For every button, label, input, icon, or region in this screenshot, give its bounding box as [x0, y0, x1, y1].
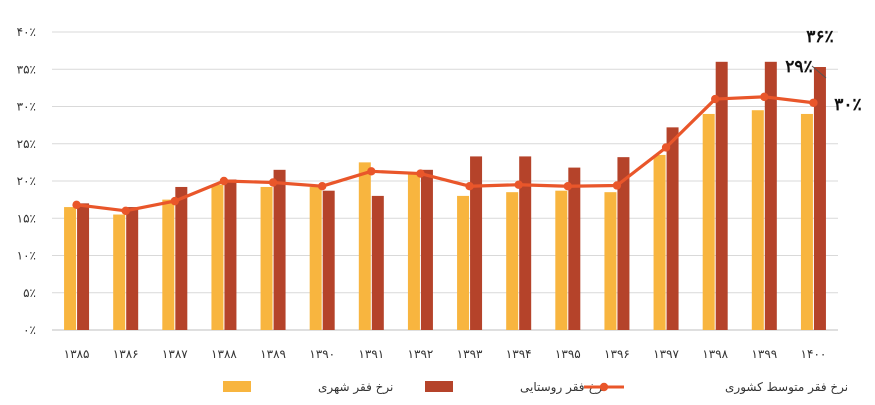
- x-tick-label: ۱۳۸۵: [64, 347, 90, 361]
- bar: [813, 67, 826, 330]
- y-axis: ۰٪ ۵٪ ۱۰٪ ۱۵٪ ۲۰٪ ۲۵٪ ۳۰٪ ۳۵٪ ۴۰٪: [17, 25, 36, 337]
- legend-label: نرخ فقر روستایی: [520, 380, 606, 395]
- x-tick-label: ۱۳۸۸: [211, 347, 237, 361]
- legend-label: نرخ فقر متوسط کشوری: [725, 380, 848, 395]
- line-series: [72, 92, 818, 215]
- x-tick-label: ۱۳۹۶: [604, 347, 630, 361]
- line-point: [219, 176, 229, 186]
- y-tick-label: ۱۰٪: [17, 249, 36, 263]
- y-tick-label: ۵٪: [23, 286, 36, 300]
- y-tick-label: ۰٪: [23, 323, 36, 337]
- bars: [64, 61, 826, 331]
- y-tick-label: ۳۵٪: [17, 62, 36, 76]
- annotation-leader: [811, 65, 827, 79]
- bar: [113, 214, 126, 330]
- x-tick-label: ۱۳۹۸: [702, 347, 728, 361]
- bar-series: [77, 61, 826, 331]
- line-point: [809, 98, 818, 107]
- series-line: [76, 95, 814, 213]
- x-tick-label: ۱۳۹۵: [555, 347, 581, 361]
- bar: [751, 110, 764, 330]
- bar: [64, 207, 77, 330]
- bar: [666, 127, 679, 330]
- line-point: [72, 200, 81, 210]
- bar: [457, 195, 470, 330]
- bar: [653, 154, 666, 330]
- bar: [260, 186, 273, 330]
- x-tick-label: ۱۳۹۲: [408, 347, 434, 361]
- bar: [702, 113, 715, 330]
- x-tick-label: ۱۴۰۰: [801, 347, 827, 361]
- bar: [604, 192, 617, 330]
- bar: [555, 190, 568, 330]
- bar: [764, 61, 777, 331]
- x-tick-label: ۱۳۹۷: [653, 347, 679, 361]
- line-point: [514, 180, 523, 189]
- x-tick-label: ۱۳۸۹: [260, 347, 286, 361]
- x-tick-label: ۱۳۹۹: [751, 347, 777, 361]
- line-point: [121, 206, 130, 215]
- x-tick-label: ۱۳۹۴: [506, 347, 532, 361]
- x-tick-label: ۱۳۹۰: [309, 347, 335, 361]
- bar: [309, 186, 322, 330]
- bar: [371, 195, 384, 330]
- x-tick-label: ۱۳۸۶: [113, 347, 139, 361]
- line-point: [661, 143, 671, 152]
- bar: [211, 184, 224, 330]
- legend-item: نرخ فقر روستایی: [425, 380, 606, 395]
- x-tick-label: ۱۳۸۷: [162, 347, 188, 361]
- legend-swatch: [425, 381, 453, 392]
- bar: [358, 162, 371, 330]
- line-point: [563, 182, 573, 191]
- bar: [568, 167, 581, 330]
- bar: [420, 169, 433, 330]
- bar: [322, 190, 335, 330]
- legend-swatch-dot: [599, 382, 609, 392]
- line-point: [367, 167, 376, 176]
- legend-swatch: [223, 381, 251, 392]
- bar: [126, 207, 139, 330]
- y-tick-label: ۲۵٪: [17, 137, 36, 151]
- line-point: [612, 181, 622, 190]
- data-annotation: ۳۰٪: [834, 95, 861, 115]
- bar-series: [64, 110, 813, 330]
- data-annotation: ۳۶٪: [806, 27, 833, 47]
- bar: [715, 61, 728, 331]
- line-point: [465, 182, 474, 191]
- x-tick-label: ۱۳۹۳: [457, 347, 483, 361]
- bar: [800, 113, 813, 330]
- annotations: ۳۶٪ ۲۹٪ ۳۰٪: [785, 27, 861, 115]
- x-tick-label: ۱۳۹۱: [358, 347, 384, 361]
- bar: [506, 192, 519, 330]
- line-point: [268, 178, 278, 187]
- bar: [273, 169, 286, 330]
- legend-item: نرخ فقر متوسط کشوری: [584, 380, 848, 395]
- line-point: [416, 169, 425, 178]
- legend-label: نرخ فقر شهری: [318, 380, 393, 395]
- bar: [407, 173, 420, 330]
- bar: [175, 186, 188, 330]
- line-point: [170, 196, 180, 206]
- y-tick-label: ۳۰٪: [17, 100, 36, 114]
- bar: [470, 156, 483, 330]
- x-axis: ۱۳۸۵ ۱۳۸۶ ۱۳۸۷ ۱۳۸۸ ۱۳۸۹ ۱۳۹۰ ۱۳۹۱ ۱۳۹۲ ۱۳۹۳ ۱۳۹۴…: [64, 347, 827, 361]
- legend: نرخ فقر شهری نرخ فقر روستایی نرخ فقر متوسط…: [223, 380, 848, 395]
- bar: [162, 199, 175, 330]
- y-tick-label: ۴۰٪: [17, 25, 36, 39]
- data-annotation: ۲۹٪: [785, 57, 812, 77]
- bar: [77, 203, 90, 330]
- bar: [519, 156, 532, 330]
- y-tick-label: ۲۰٪: [17, 174, 36, 188]
- line-point: [317, 182, 327, 191]
- line-point: [710, 94, 720, 104]
- y-tick-label: ۱۵٪: [17, 211, 36, 225]
- line-point: [760, 92, 769, 102]
- bar: [224, 179, 237, 330]
- legend-item: نرخ فقر شهری: [223, 380, 393, 395]
- bar: [617, 157, 630, 330]
